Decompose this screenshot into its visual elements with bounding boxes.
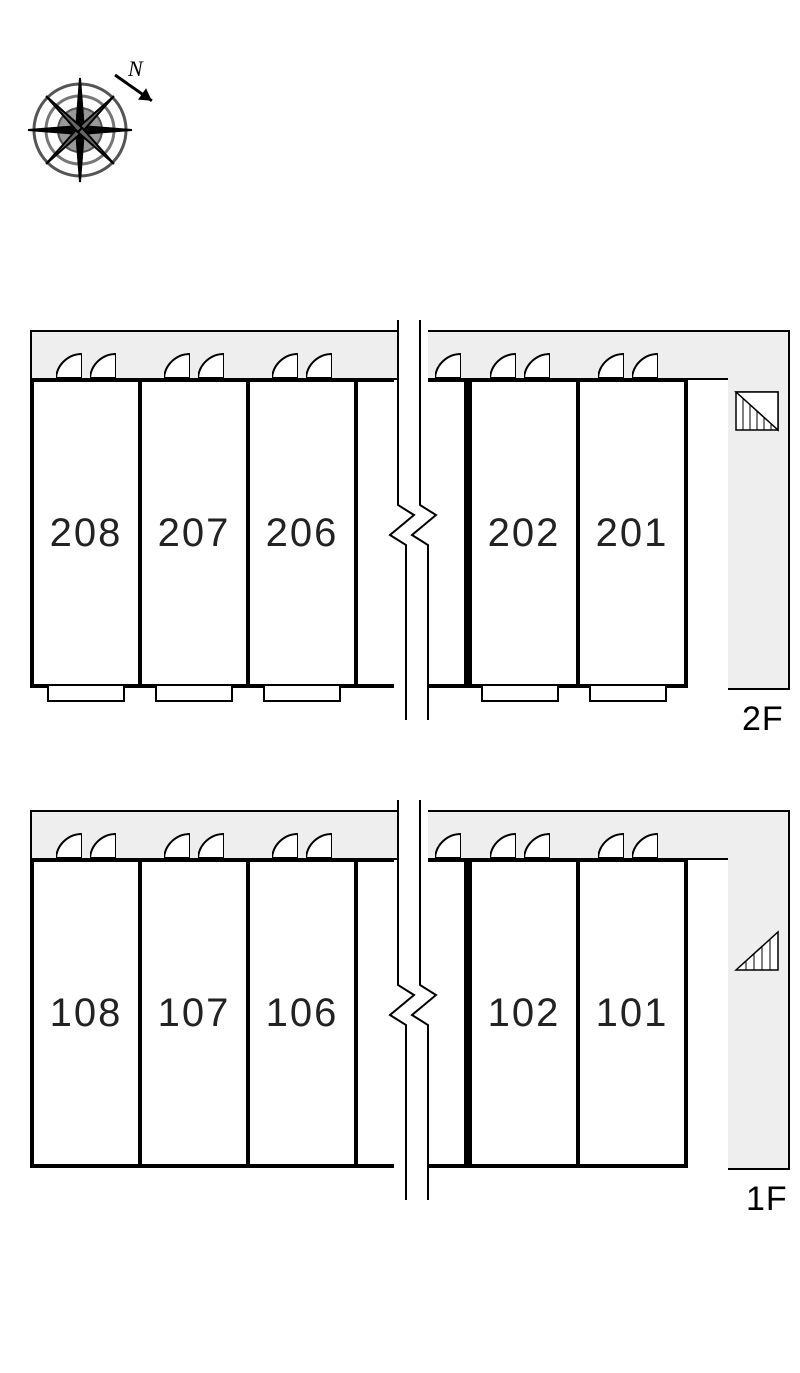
partial-unit-2f-right bbox=[428, 378, 468, 688]
unit-label: 208 bbox=[50, 511, 123, 556]
unit-label: 207 bbox=[158, 511, 231, 556]
doors-2f-left bbox=[30, 348, 354, 378]
doors-2f-right bbox=[428, 348, 680, 378]
balconies-2f-right bbox=[464, 686, 680, 702]
units-1f-right: 102 101 bbox=[428, 858, 684, 1168]
partial-unit-1f-right bbox=[428, 858, 468, 1168]
window-lines-1f-right bbox=[464, 1164, 680, 1166]
stair-area-2f bbox=[728, 330, 790, 690]
unit-label: 108 bbox=[50, 991, 123, 1036]
partial-unit-1f-left bbox=[354, 858, 394, 1168]
floor-label-1f: 1F bbox=[746, 1180, 788, 1219]
unit-107: 107 bbox=[138, 858, 250, 1168]
units-2f-left: 208 207 206 bbox=[30, 378, 394, 688]
unit-label: 101 bbox=[596, 991, 669, 1036]
compass-rose: N bbox=[20, 40, 180, 195]
compass-n-label: N bbox=[127, 56, 144, 81]
stair-area-1f bbox=[728, 810, 790, 1170]
floor-label-2f: 2F bbox=[742, 700, 784, 739]
unit-108: 108 bbox=[30, 858, 142, 1168]
units-1f-left: 108 107 106 bbox=[30, 858, 394, 1168]
unit-label: 206 bbox=[266, 511, 339, 556]
balconies-2f-left bbox=[30, 686, 354, 702]
unit-label: 201 bbox=[596, 511, 669, 556]
unit-label: 202 bbox=[488, 511, 561, 556]
unit-207: 207 bbox=[138, 378, 250, 688]
doors-1f-left bbox=[30, 828, 354, 858]
unit-label: 102 bbox=[488, 991, 561, 1036]
unit-201: 201 bbox=[576, 378, 688, 688]
unit-106: 106 bbox=[246, 858, 358, 1168]
unit-208: 208 bbox=[30, 378, 142, 688]
unit-label: 107 bbox=[158, 991, 231, 1036]
units-2f-right: 202 201 bbox=[428, 378, 684, 688]
unit-label: 106 bbox=[266, 991, 339, 1036]
partial-unit-2f-left bbox=[354, 378, 394, 688]
stairs-icon bbox=[728, 812, 786, 1168]
unit-102: 102 bbox=[468, 858, 580, 1168]
stairs-icon bbox=[728, 332, 786, 688]
unit-202: 202 bbox=[468, 378, 580, 688]
unit-101: 101 bbox=[576, 858, 688, 1168]
unit-206: 206 bbox=[246, 378, 358, 688]
doors-1f-right bbox=[428, 828, 680, 858]
window-lines-1f-left bbox=[30, 1164, 354, 1166]
